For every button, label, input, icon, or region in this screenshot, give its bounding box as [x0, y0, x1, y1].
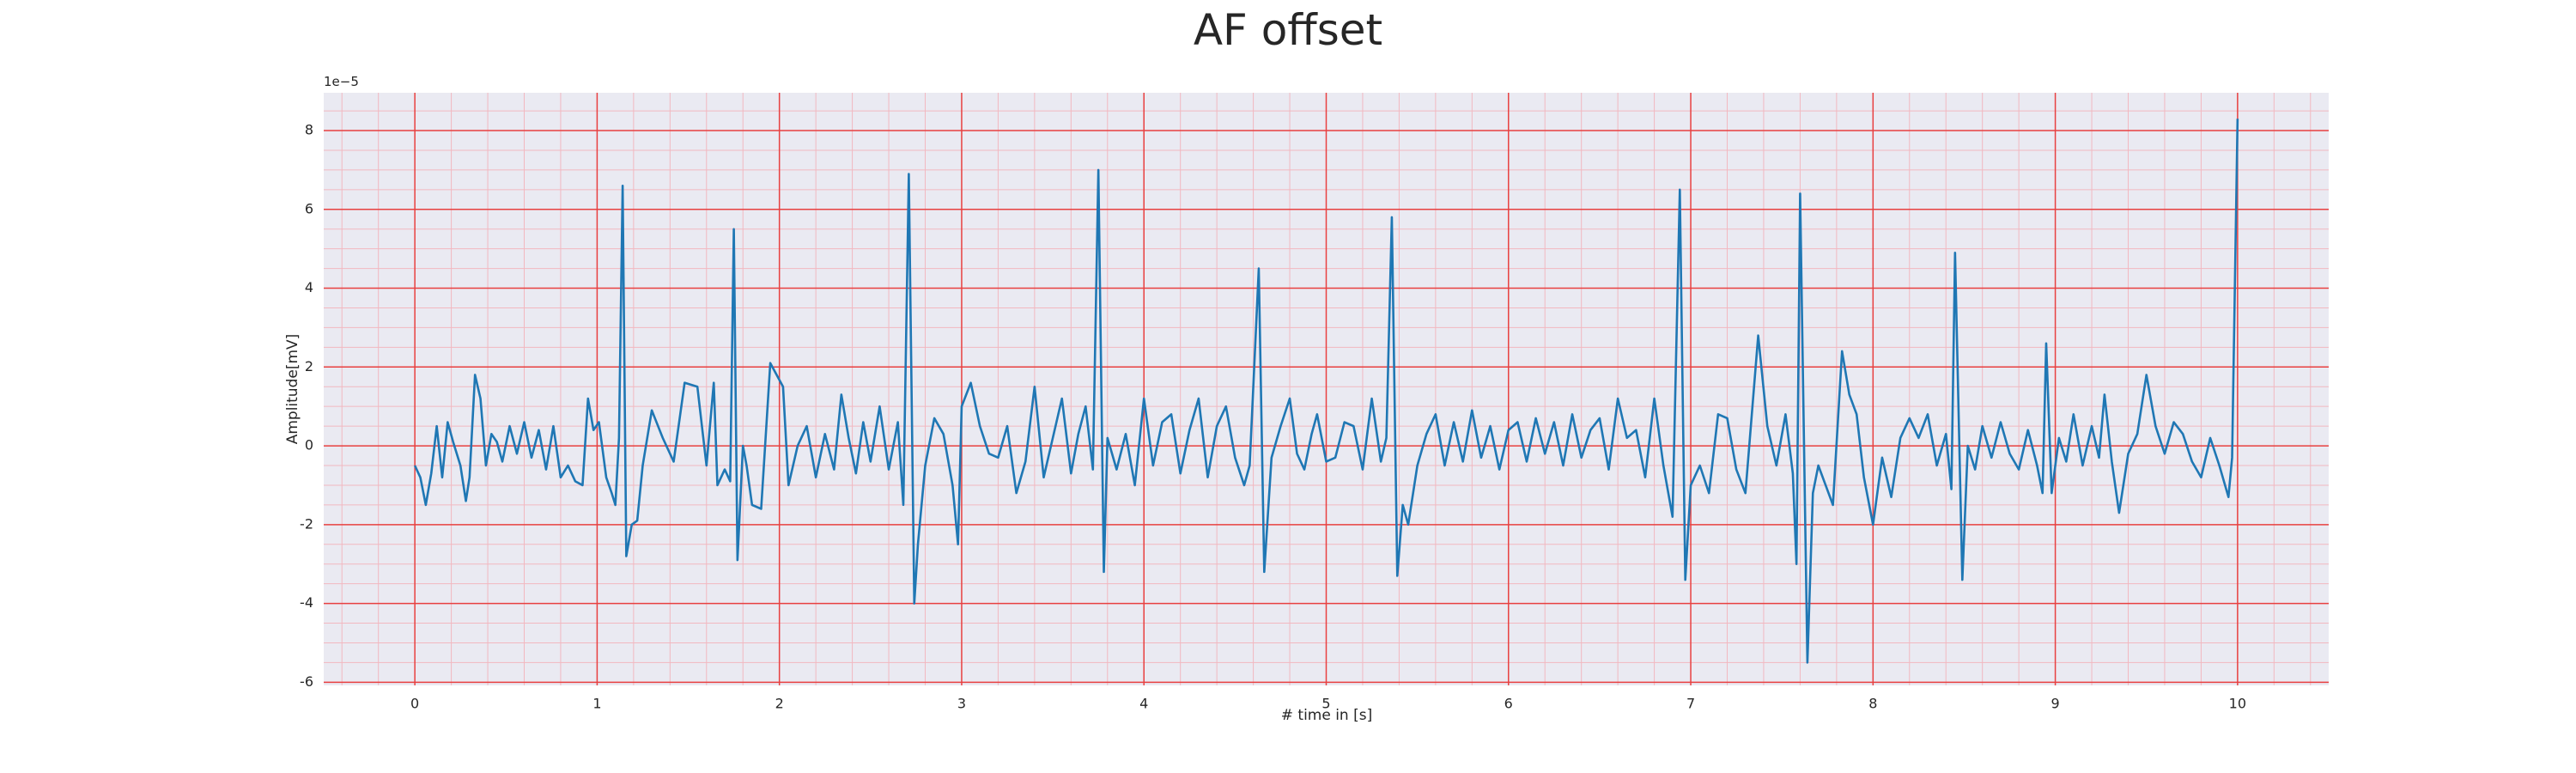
x-tick-label: 8 — [1868, 696, 1877, 712]
x-tick-label: 4 — [1139, 696, 1148, 712]
offset-label: 1e−5 — [324, 74, 359, 89]
x-tick-label: 9 — [2050, 696, 2059, 712]
x-tick-label: 2 — [775, 696, 784, 712]
y-tick-label: -4 — [300, 594, 313, 611]
x-tick-label: 1 — [592, 696, 601, 712]
y-tick-label: 2 — [305, 358, 313, 374]
y-tick-label: 6 — [305, 200, 313, 216]
chart-title: AF offset — [1194, 5, 1382, 55]
x-tick-label: 3 — [957, 696, 966, 712]
y-axis-label: Amplitude[mV] — [284, 334, 301, 445]
x-axis-label: # time in [s] — [1281, 707, 1372, 724]
y-tick-label: -2 — [300, 515, 313, 532]
y-tick-label: 0 — [305, 437, 313, 453]
x-tick-label: 10 — [2229, 696, 2246, 712]
y-tick-label: 8 — [305, 122, 313, 138]
x-tick-label: 0 — [410, 696, 419, 712]
y-tick-label: -6 — [300, 673, 313, 690]
y-tick-label: 4 — [305, 279, 313, 295]
x-tick-label: 6 — [1504, 696, 1513, 712]
x-tick-label: 7 — [1686, 696, 1695, 712]
line-series — [413, 119, 2239, 664]
x-tick-label: 5 — [1321, 696, 1330, 712]
